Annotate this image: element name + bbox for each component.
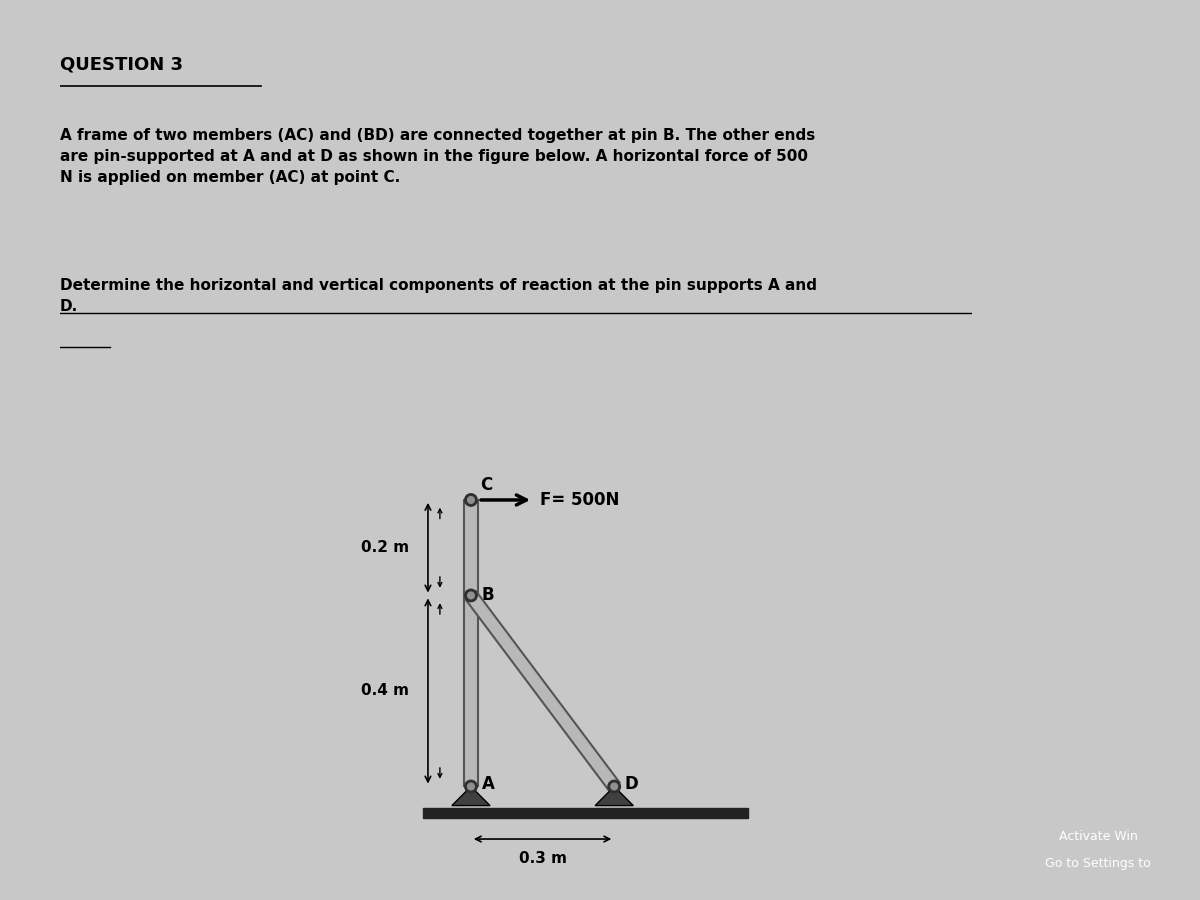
Text: QUESTION 3: QUESTION 3 (60, 55, 182, 73)
Circle shape (611, 783, 618, 790)
Text: Determine the horizontal and vertical components of reaction at the pin supports: Determine the horizontal and vertical co… (60, 278, 817, 314)
Circle shape (468, 592, 474, 598)
Text: Go to Settings to: Go to Settings to (1045, 858, 1151, 870)
Polygon shape (595, 787, 634, 806)
Circle shape (468, 783, 474, 790)
Text: Activate Win: Activate Win (1058, 831, 1138, 843)
Circle shape (464, 494, 478, 506)
Circle shape (468, 497, 474, 503)
Polygon shape (424, 808, 748, 818)
Circle shape (608, 780, 620, 793)
Text: F= 500N: F= 500N (540, 491, 619, 509)
Polygon shape (464, 500, 478, 787)
Text: 0.2 m: 0.2 m (361, 540, 409, 555)
Text: C: C (480, 476, 493, 494)
Circle shape (464, 590, 478, 602)
Text: 0.3 m: 0.3 m (518, 851, 566, 866)
Circle shape (464, 780, 478, 793)
Polygon shape (452, 787, 490, 806)
Text: A frame of two members (AC) and (BD) are connected together at pin B. The other : A frame of two members (AC) and (BD) are… (60, 128, 815, 185)
Text: A: A (481, 775, 494, 793)
Text: 0.4 m: 0.4 m (361, 683, 409, 698)
Text: D: D (625, 775, 638, 793)
Polygon shape (466, 591, 619, 790)
Text: B: B (481, 586, 494, 604)
